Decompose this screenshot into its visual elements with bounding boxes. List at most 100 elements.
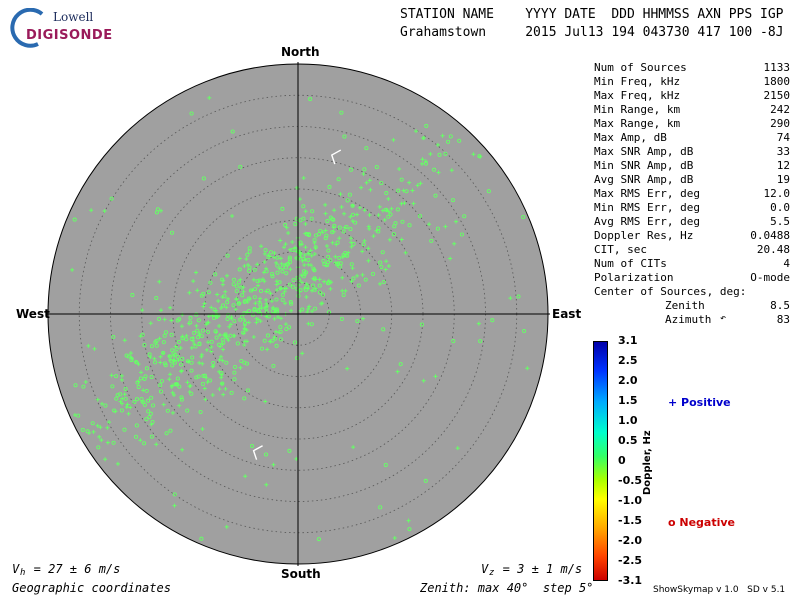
source-negative — [232, 319, 237, 324]
source-positive — [355, 273, 360, 278]
source-positive — [265, 347, 270, 352]
source-negative — [292, 340, 298, 345]
source-positive — [264, 301, 269, 306]
source-negative — [162, 333, 167, 338]
source-positive — [392, 535, 397, 540]
source-positive — [154, 442, 159, 447]
source-negative — [244, 361, 249, 366]
source-negative — [287, 448, 292, 453]
stat-value: 290 — [770, 117, 790, 130]
source-negative — [136, 384, 141, 390]
source-positive — [187, 384, 192, 389]
source-negative — [298, 218, 303, 223]
source-negative — [122, 427, 127, 432]
direction-south: South — [281, 567, 321, 581]
source-negative — [164, 431, 169, 436]
source-positive — [303, 231, 308, 236]
source-positive — [391, 137, 396, 142]
source-negative — [310, 209, 315, 214]
source-positive — [107, 420, 112, 425]
source-negative — [429, 238, 434, 243]
stat-label: Max Amp, dB — [594, 131, 667, 144]
source-negative — [336, 177, 341, 182]
source-negative — [407, 223, 412, 228]
source-negative — [284, 271, 289, 276]
source-positive — [115, 461, 120, 466]
source-positive — [220, 295, 225, 300]
source-negative — [293, 222, 298, 227]
source-negative — [168, 428, 173, 433]
source-positive — [259, 244, 264, 249]
source-negative — [330, 230, 335, 235]
source-negative — [225, 253, 230, 258]
source-negative — [424, 123, 429, 128]
source-positive — [220, 358, 225, 363]
source-negative — [351, 212, 356, 217]
source-positive — [124, 404, 129, 409]
azimuth-arrow-icon: ↶ — [720, 313, 727, 324]
source-positive — [428, 151, 433, 156]
source-negative — [73, 383, 78, 388]
source-negative — [200, 328, 205, 333]
source-negative — [109, 196, 114, 201]
source-negative — [188, 315, 193, 320]
header-values: Grahamstown 2015 Jul13 194 043730 417 10… — [400, 25, 784, 40]
source-negative — [172, 492, 177, 497]
source-negative — [451, 339, 456, 344]
source-negative — [399, 177, 404, 182]
source-negative — [381, 327, 386, 332]
source-negative — [130, 292, 135, 298]
source-positive — [205, 380, 210, 385]
source-positive — [305, 286, 310, 291]
source-positive — [476, 321, 481, 326]
source-positive — [217, 324, 222, 329]
source-negative — [344, 225, 349, 230]
source-positive — [242, 343, 247, 348]
source-negative — [331, 217, 336, 222]
source-positive — [92, 346, 97, 351]
source-positive — [508, 296, 513, 301]
source-positive — [345, 366, 350, 371]
source-positive — [209, 349, 214, 354]
source-negative — [174, 347, 179, 352]
source-negative — [337, 225, 342, 230]
source-negative — [384, 191, 389, 196]
source-positive — [256, 283, 261, 288]
colorbar-tick-label: 2.0 — [618, 374, 638, 387]
source-negative — [195, 328, 200, 333]
source-positive — [300, 351, 305, 356]
skymap-axes — [46, 62, 550, 566]
source-positive — [323, 202, 328, 207]
source-negative — [326, 248, 331, 253]
source-negative — [154, 343, 159, 348]
source-negative — [199, 334, 204, 339]
colorbar-tick-label: -3.1 — [618, 574, 643, 587]
source-positive — [200, 361, 205, 366]
source-negative — [154, 338, 159, 343]
source-negative — [180, 336, 185, 341]
source-negative — [306, 257, 311, 262]
source-positive — [328, 286, 333, 291]
source-negative — [179, 397, 184, 402]
source-negative — [326, 254, 331, 260]
stat-value: 1133 — [763, 61, 791, 74]
source-positive — [210, 364, 215, 369]
source-negative — [457, 138, 462, 143]
source-positive — [226, 296, 231, 301]
source-negative — [383, 462, 388, 468]
colorbar-tick-label: 0.5 — [618, 434, 638, 447]
source-positive — [168, 305, 173, 310]
source-negative — [295, 356, 300, 361]
source-negative — [317, 290, 322, 295]
source-negative — [148, 411, 153, 416]
source-negative — [381, 279, 386, 285]
source-negative — [208, 280, 213, 285]
source-positive — [91, 429, 96, 434]
source-negative — [213, 329, 218, 334]
source-negative — [291, 278, 296, 283]
source-positive — [95, 423, 100, 428]
source-positive — [105, 440, 110, 445]
source-positive — [258, 296, 263, 301]
source-negative — [308, 97, 313, 102]
source-negative — [356, 283, 361, 288]
